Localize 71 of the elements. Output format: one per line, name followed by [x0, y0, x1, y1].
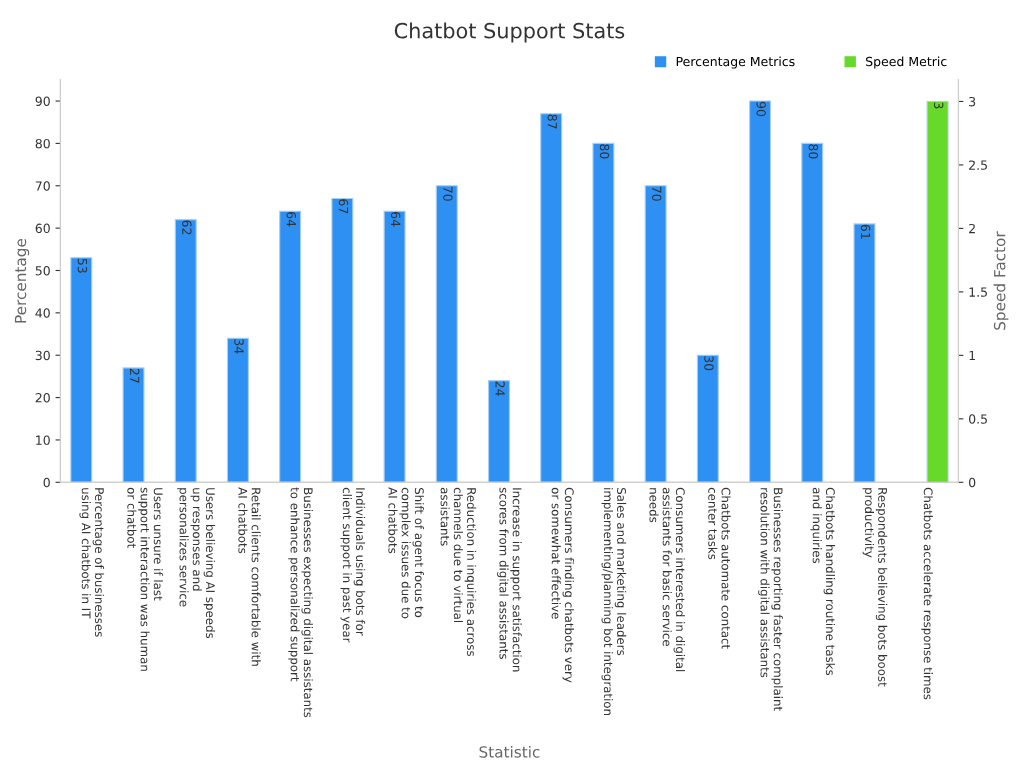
data-label: 62: [182, 220, 192, 235]
chart-title: Chatbot Support Stats: [394, 22, 625, 43]
data-label: 61: [860, 224, 871, 239]
x-tick-label: Consumers interested in digital assistants for basic service needs: [649, 487, 686, 672]
data-label: 64: [390, 212, 401, 227]
y2-tick-label: 0: [969, 477, 976, 488]
x-tick-label: Increase in support satisfaction scores from digital assistants: [497, 487, 522, 672]
bar: [279, 210, 302, 483]
y2-tick-label: 1: [969, 350, 975, 361]
y2-tick-label: 2.5: [969, 160, 987, 170]
bar: [174, 219, 197, 483]
bar: [488, 380, 510, 483]
data-label: 67: [338, 199, 349, 214]
x-tick-label: Shift of agent focus to complex issues due to AI chatbots: [388, 487, 424, 619]
y-tick-label: 20: [35, 393, 50, 403]
x-tick-label: Chatbots accelerate response times: [921, 487, 933, 700]
x-tick-label: Businesses expecting digital assistants to enhance personalized support: [288, 487, 313, 718]
data-label: 30: [704, 356, 714, 371]
x-tick-label: Respondents believing bots boost productivity: [862, 488, 888, 687]
y2-tick-label: 1.5: [969, 287, 987, 297]
y2-tick-label: 2: [969, 223, 975, 234]
data-label: 70: [443, 186, 453, 201]
x-tick-label: Chatbots handling routine tasks and inquiries: [810, 487, 836, 676]
y2-tick-label: 3: [969, 96, 976, 107]
data-label: 34: [234, 339, 244, 354]
bar: [70, 257, 93, 483]
y-tick-label: 90: [35, 96, 50, 106]
data-label: 80: [599, 144, 610, 159]
data-label: 87: [547, 114, 558, 129]
data-label: 53: [77, 258, 88, 273]
y-tick-label: 10: [36, 435, 50, 445]
legend-label: Speed Metric: [866, 56, 947, 69]
bar: [853, 223, 876, 483]
data-label: 70: [652, 186, 662, 201]
bar: [644, 185, 667, 483]
y-tick-label: 70: [35, 181, 50, 191]
x-tick-label: Percentage of businesses using AI chatbots in IT: [79, 488, 105, 637]
data-label: 80: [808, 144, 819, 159]
y-axis-title: Percentage: [14, 238, 30, 323]
data-label: 27: [130, 368, 140, 383]
bar: [696, 354, 719, 483]
bar: [226, 337, 249, 483]
bar: [331, 197, 354, 483]
data-label: 90: [756, 101, 766, 117]
bar: [540, 113, 563, 483]
bar: [749, 100, 772, 483]
y-tick-label: 0: [43, 477, 50, 488]
y-tick-label: 40: [35, 308, 50, 318]
bar: [122, 367, 145, 483]
y2-tick-label: 0.5: [969, 414, 987, 424]
bar: [383, 210, 406, 483]
x-tick-label: Retail clients comfortable with AI chatbots: [238, 487, 261, 666]
x-tick-label: Reduction in inquiries across channels due to virtual assistants: [440, 487, 477, 657]
data-label: 3: [933, 102, 944, 109]
data-label: 24: [495, 381, 505, 396]
legend-label: Percentage Metrics: [676, 56, 795, 69]
bar: [435, 185, 458, 483]
x-tick-label: Individuals using bots for client support in past year: [340, 487, 366, 643]
y2-axis-title: Speed Factor: [993, 231, 1009, 330]
bar: [801, 142, 824, 483]
y-tick-label: 50: [35, 265, 50, 276]
x-tick-label: Sales and marketing leaders implementing/planning bot integration: [601, 487, 627, 716]
y-tick-label: 30: [35, 350, 50, 361]
y-tick-label: 60: [35, 223, 50, 234]
x-tick-label: Chatbots automate contact center tasks: [708, 487, 731, 649]
y-tick-label: 80: [35, 138, 50, 149]
data-label: 64: [286, 212, 296, 227]
x-axis-title: Statistic: [479, 745, 540, 758]
bar: [592, 142, 615, 483]
x-tick-label: Users believing AI speeds up responses and personalizes service: [177, 488, 216, 639]
x-tick-label: Users unsure if last support interaction was human or chatbot: [127, 487, 163, 671]
